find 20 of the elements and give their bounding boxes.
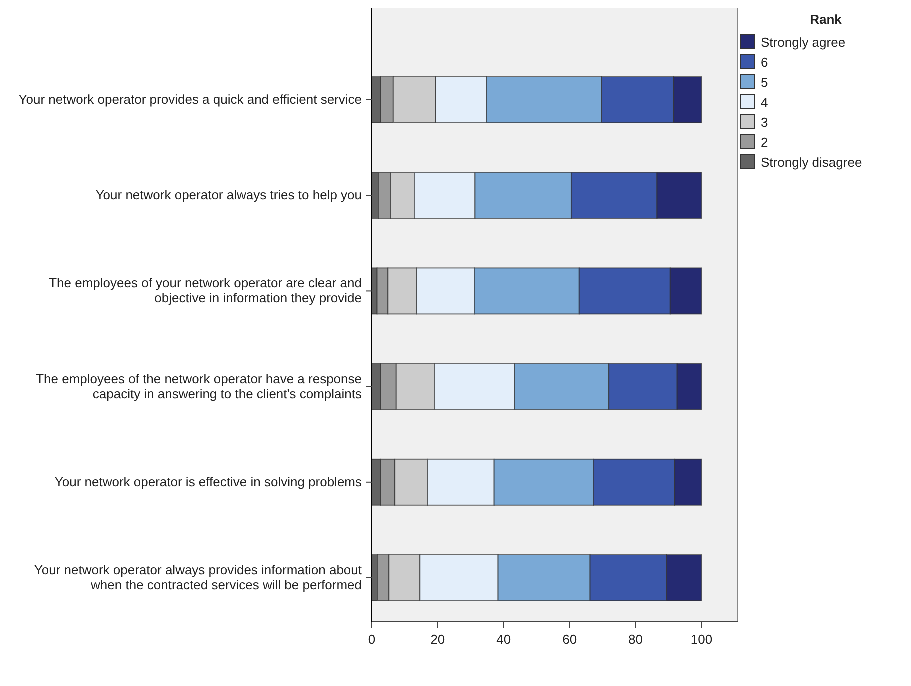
y-tick-label: Your network operator always tries to help you xyxy=(96,188,362,203)
y-tick-label: The employees of your network operator are clear and objective in information they provide xyxy=(49,276,362,306)
x-tick-label: 80 xyxy=(628,632,644,647)
legend-label: 2 xyxy=(761,135,768,150)
y-tick-label: The employees of the network operator have a response capacity in answering to the client's complaints xyxy=(36,371,362,402)
x-tick-label: 40 xyxy=(496,632,512,647)
y-tick-label: Your network operator provides a quick and efficient service xyxy=(18,92,362,107)
x-tick-label: 100 xyxy=(690,632,713,647)
legend-label: Strongly disagree xyxy=(761,155,862,170)
y-tick-label: Your network operator is effective in solving problems xyxy=(54,474,362,490)
legend-label: Strongly agree xyxy=(761,35,846,50)
legend-title: Rank xyxy=(810,12,843,27)
legend-label: 4 xyxy=(761,95,768,110)
legend-label: 6 xyxy=(761,55,768,70)
legend-label: 3 xyxy=(761,115,768,130)
x-tick-label: 20 xyxy=(430,632,446,647)
x-tick-label: 60 xyxy=(562,632,578,647)
x-tick-label: 0 xyxy=(368,632,376,647)
y-tick-label: Your network operator always provides information about when the contracted services will be performed xyxy=(34,562,362,592)
legend-label: 5 xyxy=(761,75,768,90)
